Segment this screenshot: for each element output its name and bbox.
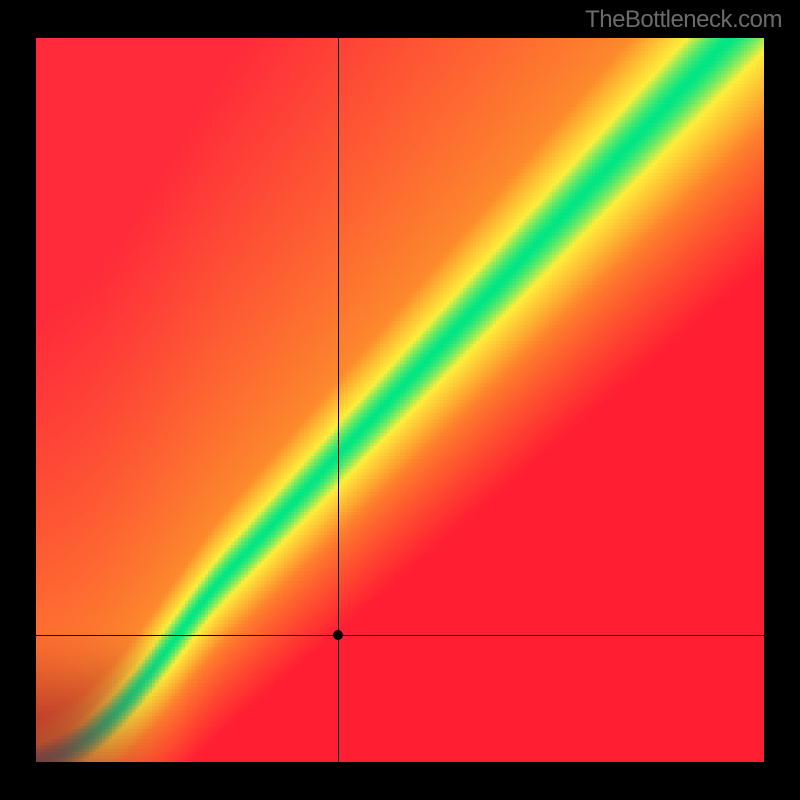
heatmap-canvas: [36, 38, 764, 762]
crosshair-horizontal-line: [36, 635, 764, 636]
crosshair-vertical-line: [338, 38, 339, 762]
watermark-text: TheBottleneck.com: [585, 6, 782, 34]
crosshair-marker: [333, 630, 343, 640]
plot-area: [36, 38, 764, 762]
